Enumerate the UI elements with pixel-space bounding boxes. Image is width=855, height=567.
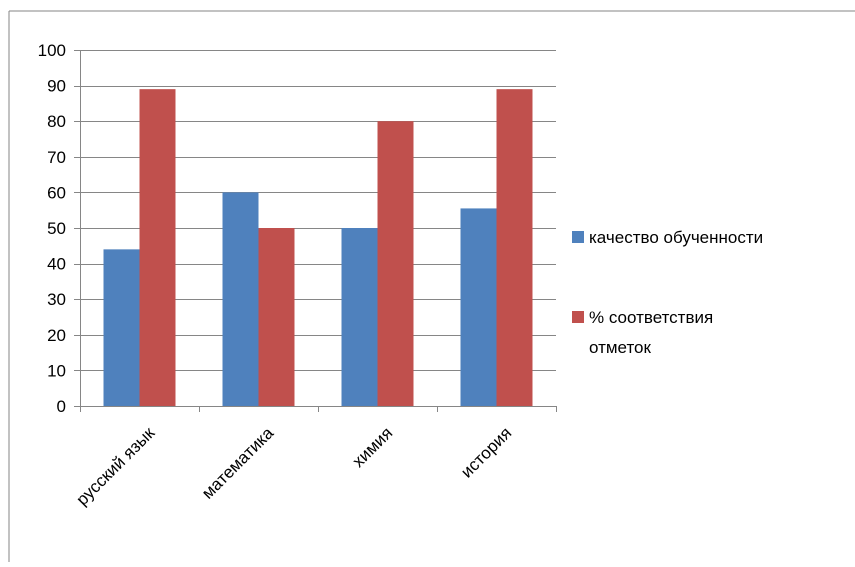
- y-tick-label-0: 0: [57, 397, 66, 416]
- bar-quality-3: [460, 208, 497, 406]
- y-tick-labels: 0 10 20 30 40 50 60 70 80 90 100: [38, 41, 66, 416]
- chart-frame: [8, 10, 855, 562]
- y-tick-label-90: 90: [47, 77, 66, 96]
- y-tick-label-10: 10: [47, 361, 66, 380]
- bar-conformity-1: [258, 228, 295, 406]
- bar-quality-2: [341, 228, 378, 406]
- legend-swatch-quality: [572, 231, 584, 243]
- bar-conformity-0: [139, 89, 176, 406]
- x-tick-label-3: история: [457, 423, 515, 481]
- bar-conformity-2: [377, 121, 414, 406]
- axes-group: [74, 50, 557, 412]
- y-tick-label-60: 60: [47, 183, 66, 202]
- legend-label-conformity-line-1: отметок: [589, 338, 651, 357]
- bar-quality-1: [222, 192, 259, 406]
- legend-label-quality: качество обученности: [589, 228, 763, 247]
- y-tick-label-20: 20: [47, 326, 66, 345]
- y-tick-label-50: 50: [47, 219, 66, 238]
- y-tick-label-80: 80: [47, 112, 66, 131]
- legend-label-conformity-line-0: % соответствия: [589, 308, 713, 327]
- bar-quality-0: [103, 249, 140, 406]
- bar-conformity-3: [496, 89, 533, 406]
- y-tick-label-30: 30: [47, 290, 66, 309]
- y-tick-label-40: 40: [47, 255, 66, 274]
- x-tick-label-1: математика: [198, 423, 278, 503]
- x-tick-label-2: химия: [349, 423, 397, 471]
- legend: качество обученности % соответствия отмето…: [572, 228, 763, 357]
- bars-group: [103, 89, 533, 406]
- x-tick-label-0: русский язык: [72, 423, 158, 509]
- x-tick-labels: русский язык математика химия история: [72, 423, 515, 509]
- y-tick-label-100: 100: [38, 41, 66, 60]
- legend-swatch-conformity: [572, 311, 584, 323]
- y-tick-label-70: 70: [47, 148, 66, 167]
